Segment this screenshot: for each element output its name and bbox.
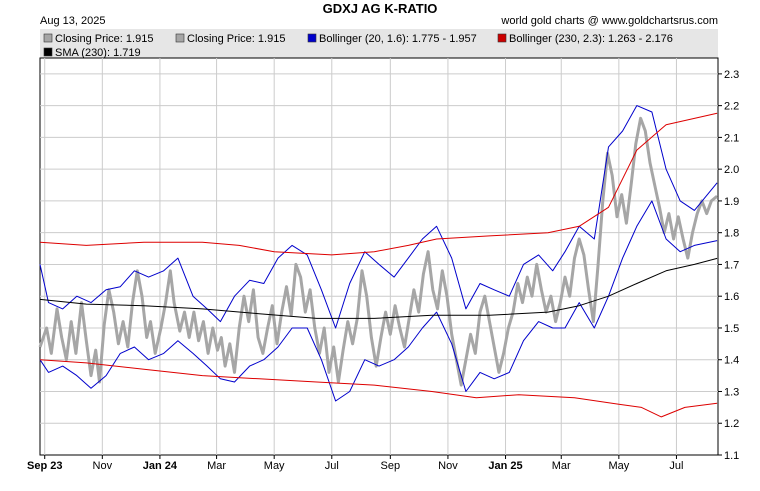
y-tick-label: 1.7 (724, 259, 739, 271)
chart-title: GDXJ AG K-RATIO (323, 1, 438, 16)
legend: Closing Price: 1.915 Closing Price: 1.915… (43, 33, 673, 59)
y-tick-label: 1.4 (724, 355, 739, 367)
y-tick-label: 1.6 (724, 291, 739, 303)
series-line-closing-price (38, 116, 719, 387)
x-tick-label: Jul (669, 460, 683, 472)
x-tick-label: Jan 24 (143, 460, 178, 472)
x-tick-label: Mar (552, 460, 571, 472)
series-line-sma-230 (39, 257, 718, 319)
x-tick-label: Sep (381, 460, 401, 472)
y-tick-label: 2.3 (724, 69, 739, 81)
series-line-bollinger-230-2-3-upper (39, 112, 718, 256)
legend-swatch (43, 47, 53, 57)
x-axis: Sep 23 Nov Jan 24 Mar May Jul Sep Nov Jan 25 Mar M… (27, 455, 683, 472)
x-tick-label: May (608, 460, 629, 472)
y-tick-label: 1.3 (724, 386, 739, 398)
series-line-bollinger-20-1-6-upper (39, 105, 718, 329)
legend-label: Closing Price: 1.915 (187, 33, 285, 45)
x-tick-label: Nov (438, 460, 458, 472)
y-tick-label: 1.2 (724, 418, 739, 430)
y-tick-label: 2.0 (724, 164, 739, 176)
legend-swatch (497, 33, 507, 43)
grid (40, 58, 718, 455)
legend-label: Bollinger (230, 2.3): 1.263 - 2.176 (509, 33, 673, 45)
plot-area (39, 57, 719, 456)
y-tick-label: 2.2 (724, 101, 739, 113)
y-tick-label: 1.8 (724, 228, 739, 240)
legend-swatch (175, 33, 185, 43)
y-axis: 1.1 1.2 1.3 1.4 1.5 1.6 1.7 1.8 1.9 2.0 2.1 2.2 2.3 (718, 69, 739, 462)
legend-label: SMA (230): 1.719 (55, 47, 141, 59)
x-tick-label: Sep 23 (27, 460, 62, 472)
chart-source: world gold charts @ www.goldchartsrus.co… (500, 15, 718, 27)
x-tick-label: May (264, 460, 285, 472)
legend-label: Bollinger (20, 1.6): 1.775 - 1.957 (319, 33, 477, 45)
y-tick-label: 1.5 (724, 323, 739, 335)
x-tick-label: Jan 25 (488, 460, 522, 472)
legend-swatch (307, 33, 317, 43)
series-line-bollinger-20-1-6-lower (39, 200, 718, 402)
y-tick-label: 1.1 (724, 450, 739, 462)
series-line-bollinger-230-2-3-lower (39, 359, 718, 418)
x-tick-label: Jul (325, 460, 339, 472)
x-tick-label: Nov (93, 460, 113, 472)
chart-date: Aug 13, 2025 (40, 15, 105, 27)
legend-background (40, 29, 718, 58)
legend-swatch (43, 33, 53, 43)
legend-label: Closing Price: 1.915 (55, 33, 153, 45)
x-tick-label: Mar (207, 460, 226, 472)
y-tick-label: 2.1 (724, 132, 739, 144)
y-tick-label: 1.9 (724, 196, 739, 208)
series-layer (38, 105, 719, 418)
